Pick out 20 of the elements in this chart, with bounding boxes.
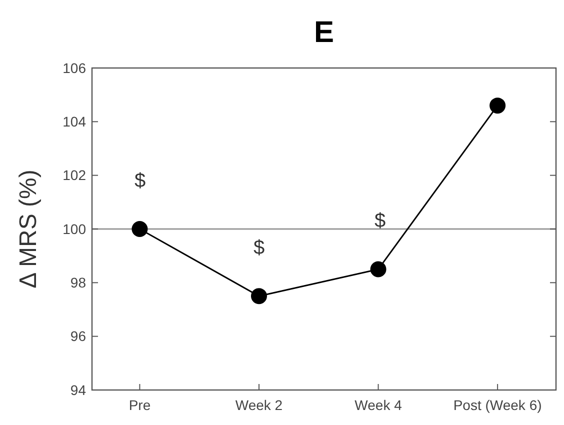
x-tick-label: Post (Week 6) [453, 397, 542, 413]
annotation: $ [374, 210, 386, 232]
y-tick-label: 100 [62, 220, 86, 237]
point [250, 288, 267, 304]
x-tick-label: Week 2 [235, 397, 283, 413]
y-tick-label: 104 [62, 114, 86, 130]
chart-title: E [314, 16, 334, 49]
y-tick-label: 98 [70, 274, 86, 291]
y-tick-label: 94 [70, 382, 86, 398]
annotation: $ [134, 170, 146, 192]
point [490, 98, 506, 114]
y-tick-label: 102 [62, 167, 86, 184]
y-tick-label: 96 [70, 328, 86, 344]
point [370, 261, 386, 278]
annotation: $ [253, 237, 265, 259]
point [132, 221, 148, 237]
x-tick-label: Week 4 [354, 397, 402, 413]
x-tick-label: Pre [128, 397, 151, 413]
y-tick-label: 106 [62, 60, 86, 76]
y-axis-title: Δ MRS (%) [15, 170, 42, 288]
